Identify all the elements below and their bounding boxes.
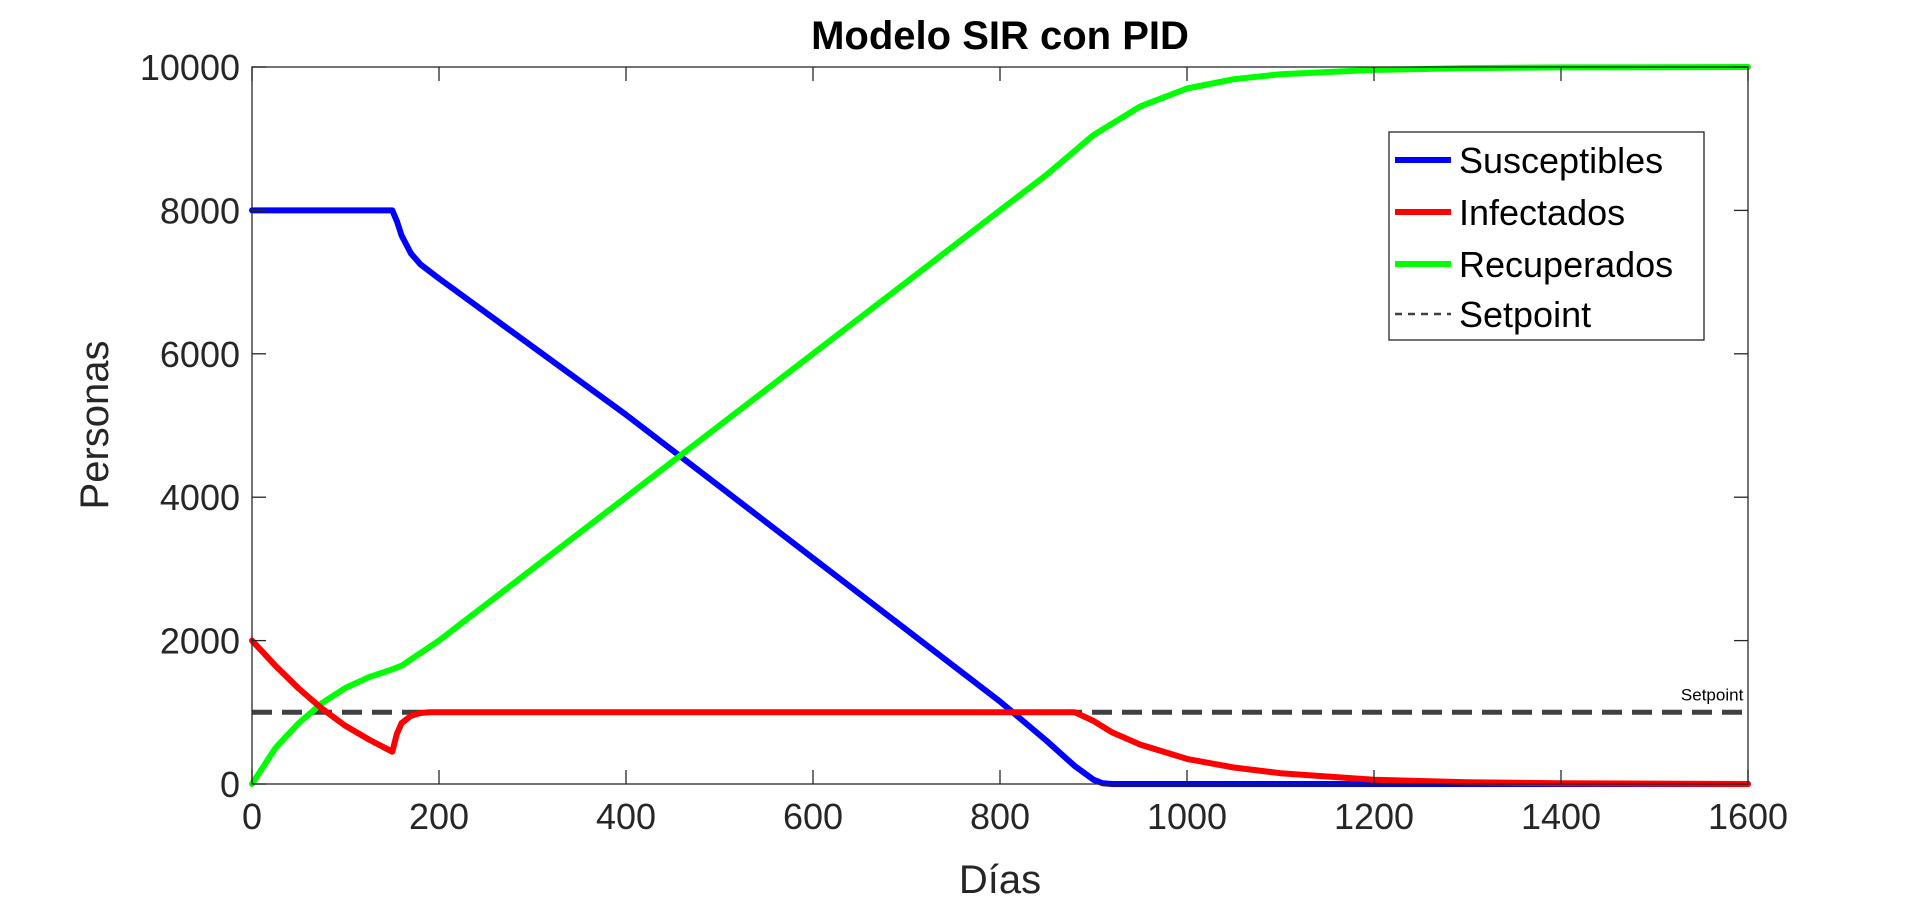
x-tick-label: 800 (970, 796, 1030, 837)
y-tick-label: 6000 (160, 334, 240, 375)
x-tick-label: 400 (596, 796, 656, 837)
x-tick-label: 1200 (1334, 796, 1414, 837)
x-tick-label: 1400 (1521, 796, 1601, 837)
y-axis-label: Personas (73, 341, 117, 510)
x-axis-label: Días (959, 858, 1041, 899)
legend-label-susceptibles: Susceptibles (1459, 140, 1663, 181)
legend-box (1388, 131, 1705, 341)
y-tick-label: 0 (220, 764, 240, 805)
x-tick-label: 200 (409, 796, 469, 837)
y-tick-label: 2000 (160, 621, 240, 662)
y-tick-label: 4000 (160, 477, 240, 518)
series-layer (249, 64, 1751, 787)
ticks-layer: 0 200 400 600 800 1000 1200 1400 1600 0 2000 4000 60… (140, 47, 1788, 837)
y-tick-label: 8000 (160, 190, 240, 231)
series-line-infectados (249, 637, 1751, 787)
setpoint-annotation: Setpoint (1681, 685, 1744, 704)
series-line-recuperados (249, 64, 1751, 787)
x-tick-label: 1000 (1147, 796, 1227, 837)
x-tick-label: 1600 (1708, 796, 1788, 837)
legend: Susceptibles Infectados Recuperados Setp… (1388, 131, 1705, 341)
x-tick-label: 0 (242, 796, 262, 837)
legend-label-recuperados: Recuperados (1459, 244, 1673, 285)
chart-title: Modelo SIR con PID (811, 14, 1189, 58)
legend-label-setpoint: Setpoint (1459, 294, 1591, 335)
x-tick-label: 600 (783, 796, 843, 837)
y-tick-label: 10000 (140, 47, 240, 88)
legend-label-infectados: Infectados (1459, 192, 1625, 233)
